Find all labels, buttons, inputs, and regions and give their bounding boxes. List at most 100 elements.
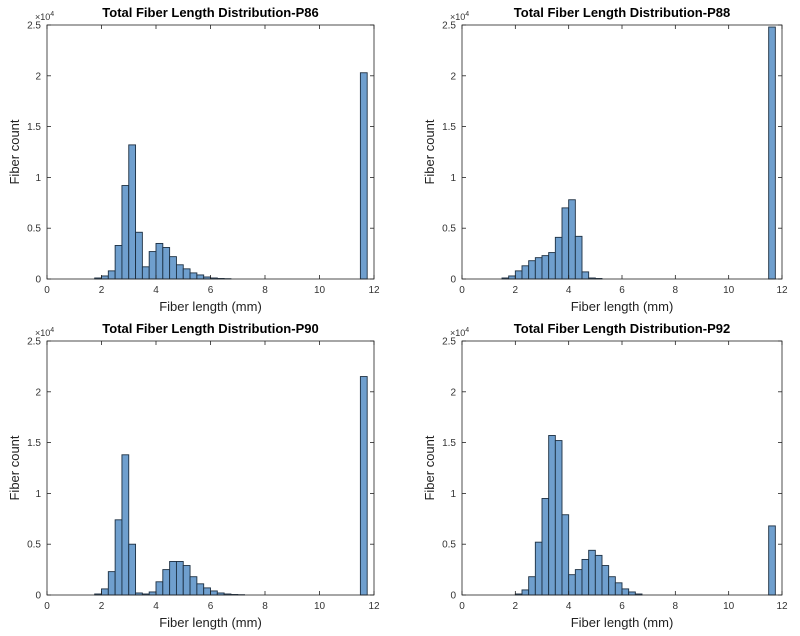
y-tick-label: 2 bbox=[450, 71, 456, 82]
chart-panel-3: 0 2 4 6 8 10 12 0 0.5 1 1.5 2 2.5×104 Total Fiber Len… bbox=[7, 321, 380, 630]
y-tick-label: 1.5 bbox=[442, 122, 456, 133]
x-tick-label: 0 bbox=[44, 601, 50, 612]
y-tick-label: 2.5 bbox=[442, 21, 456, 32]
histogram-bar bbox=[101, 588, 109, 596]
y-tick-label: 1 bbox=[35, 489, 41, 500]
histogram-bar bbox=[175, 264, 184, 280]
y-axis-label: Fiber count bbox=[7, 119, 22, 184]
histogram-bar bbox=[521, 265, 530, 280]
y-tick-label: 0.5 bbox=[442, 224, 456, 235]
x-axis-label: Fiber length (mm) bbox=[159, 299, 262, 314]
y-tick-label: 0.5 bbox=[27, 224, 41, 235]
histogram-bar bbox=[588, 549, 596, 596]
histogram-bar bbox=[210, 590, 218, 596]
histogram-bar bbox=[768, 26, 776, 280]
y-tick-label: 1 bbox=[450, 489, 456, 500]
histogram-bar bbox=[121, 454, 130, 596]
histogram-bar bbox=[114, 245, 123, 280]
histogram-bar bbox=[614, 582, 623, 596]
axes-frame bbox=[461, 24, 783, 280]
axes-frame bbox=[46, 24, 375, 280]
axes-frame bbox=[46, 340, 375, 596]
y-exponent-label: ×104 bbox=[35, 327, 54, 338]
axes-frame bbox=[461, 340, 783, 596]
y-exponent-label: ×104 bbox=[450, 327, 469, 338]
x-tick-label: 2 bbox=[513, 285, 519, 296]
x-tick-label: 10 bbox=[314, 601, 326, 612]
y-tick-label: 0.5 bbox=[442, 540, 456, 551]
histogram-bar bbox=[148, 591, 157, 596]
histogram-bar bbox=[162, 569, 171, 596]
y-tick-label: 2 bbox=[35, 71, 41, 82]
y-tick-label: 1.5 bbox=[27, 122, 41, 133]
histogram-bar bbox=[189, 272, 198, 280]
y-tick-label: 1.5 bbox=[442, 438, 456, 449]
histogram-bar bbox=[581, 558, 590, 596]
x-tick-label: 0 bbox=[459, 285, 465, 296]
histogram-bar bbox=[128, 543, 137, 596]
histogram-bar bbox=[101, 275, 109, 280]
x-tick-label: 6 bbox=[619, 601, 625, 612]
x-axis-label: Fiber length (mm) bbox=[571, 615, 674, 630]
histogram-bar bbox=[182, 565, 191, 596]
x-tick-label: 6 bbox=[619, 285, 625, 296]
histogram-bar bbox=[574, 569, 583, 596]
histogram-bar bbox=[534, 541, 543, 596]
chart-title: Total Fiber Length Distribution-P92 bbox=[514, 321, 730, 336]
chart-title: Total Fiber Length Distribution-P86 bbox=[102, 5, 318, 20]
histogram-bar bbox=[359, 72, 368, 280]
histogram-bar bbox=[169, 561, 177, 596]
histogram-bar bbox=[189, 576, 198, 596]
histogram-bar bbox=[534, 257, 543, 280]
x-tick-label: 2 bbox=[99, 285, 105, 296]
x-tick-label: 8 bbox=[673, 285, 679, 296]
x-tick-label: 12 bbox=[776, 601, 788, 612]
y-axis-label: Fiber count bbox=[7, 435, 22, 500]
histogram-bar bbox=[554, 440, 563, 596]
histogram-bar bbox=[203, 587, 211, 596]
histogram-bar bbox=[514, 270, 523, 280]
x-tick-label: 8 bbox=[673, 601, 679, 612]
x-tick-label: 0 bbox=[44, 285, 50, 296]
histogram-bar bbox=[548, 435, 556, 596]
y-tick-label: 2.5 bbox=[27, 337, 41, 348]
y-tick-label: 1 bbox=[35, 173, 41, 184]
histogram-bar bbox=[601, 565, 610, 596]
histogram-bar bbox=[521, 589, 530, 596]
x-tick-label: 6 bbox=[208, 285, 214, 296]
histogram-bar bbox=[628, 591, 636, 596]
histogram-bar bbox=[135, 231, 143, 280]
histogram-bar bbox=[162, 247, 171, 280]
x-tick-label: 0 bbox=[459, 601, 465, 612]
y-axis-label: Fiber count bbox=[422, 435, 437, 500]
y-tick-label: 2.5 bbox=[442, 337, 456, 348]
y-exponent-label: ×104 bbox=[35, 11, 54, 22]
histogram-bar bbox=[141, 266, 150, 280]
x-tick-label: 4 bbox=[153, 285, 159, 296]
histogram-bar bbox=[561, 514, 570, 596]
histogram-bar bbox=[155, 242, 164, 280]
histogram-bar bbox=[182, 268, 191, 280]
x-tick-label: 12 bbox=[776, 285, 788, 296]
histogram-bar bbox=[561, 207, 570, 280]
y-tick-label: 0.5 bbox=[27, 540, 41, 551]
histogram-bar bbox=[594, 554, 603, 596]
chart-panel-4: 0 2 4 6 8 10 12 0 0.5 1 1.5 2 2.5×104 Total Fiber Len… bbox=[422, 321, 788, 630]
histogram-bar bbox=[169, 256, 177, 280]
histogram-bar bbox=[175, 561, 184, 596]
x-tick-label: 12 bbox=[368, 285, 380, 296]
histogram-bar bbox=[196, 583, 205, 596]
histogram-bar bbox=[508, 275, 516, 280]
y-exponent-label: ×104 bbox=[450, 11, 469, 22]
y-tick-label: 0 bbox=[450, 275, 456, 286]
histogram-bar bbox=[196, 274, 205, 280]
histogram-bar bbox=[608, 576, 616, 596]
histogram-bar bbox=[359, 376, 368, 596]
histogram-bar bbox=[541, 255, 550, 280]
histogram-bar bbox=[148, 251, 157, 280]
chart-panel-1: 0 2 4 6 8 10 12 0 0.5 1 1.5 2 2.5×104 Total Fiber Len… bbox=[7, 5, 380, 314]
y-tick-label: 0 bbox=[35, 275, 41, 286]
x-tick-label: 4 bbox=[153, 601, 159, 612]
x-tick-label: 8 bbox=[262, 601, 268, 612]
